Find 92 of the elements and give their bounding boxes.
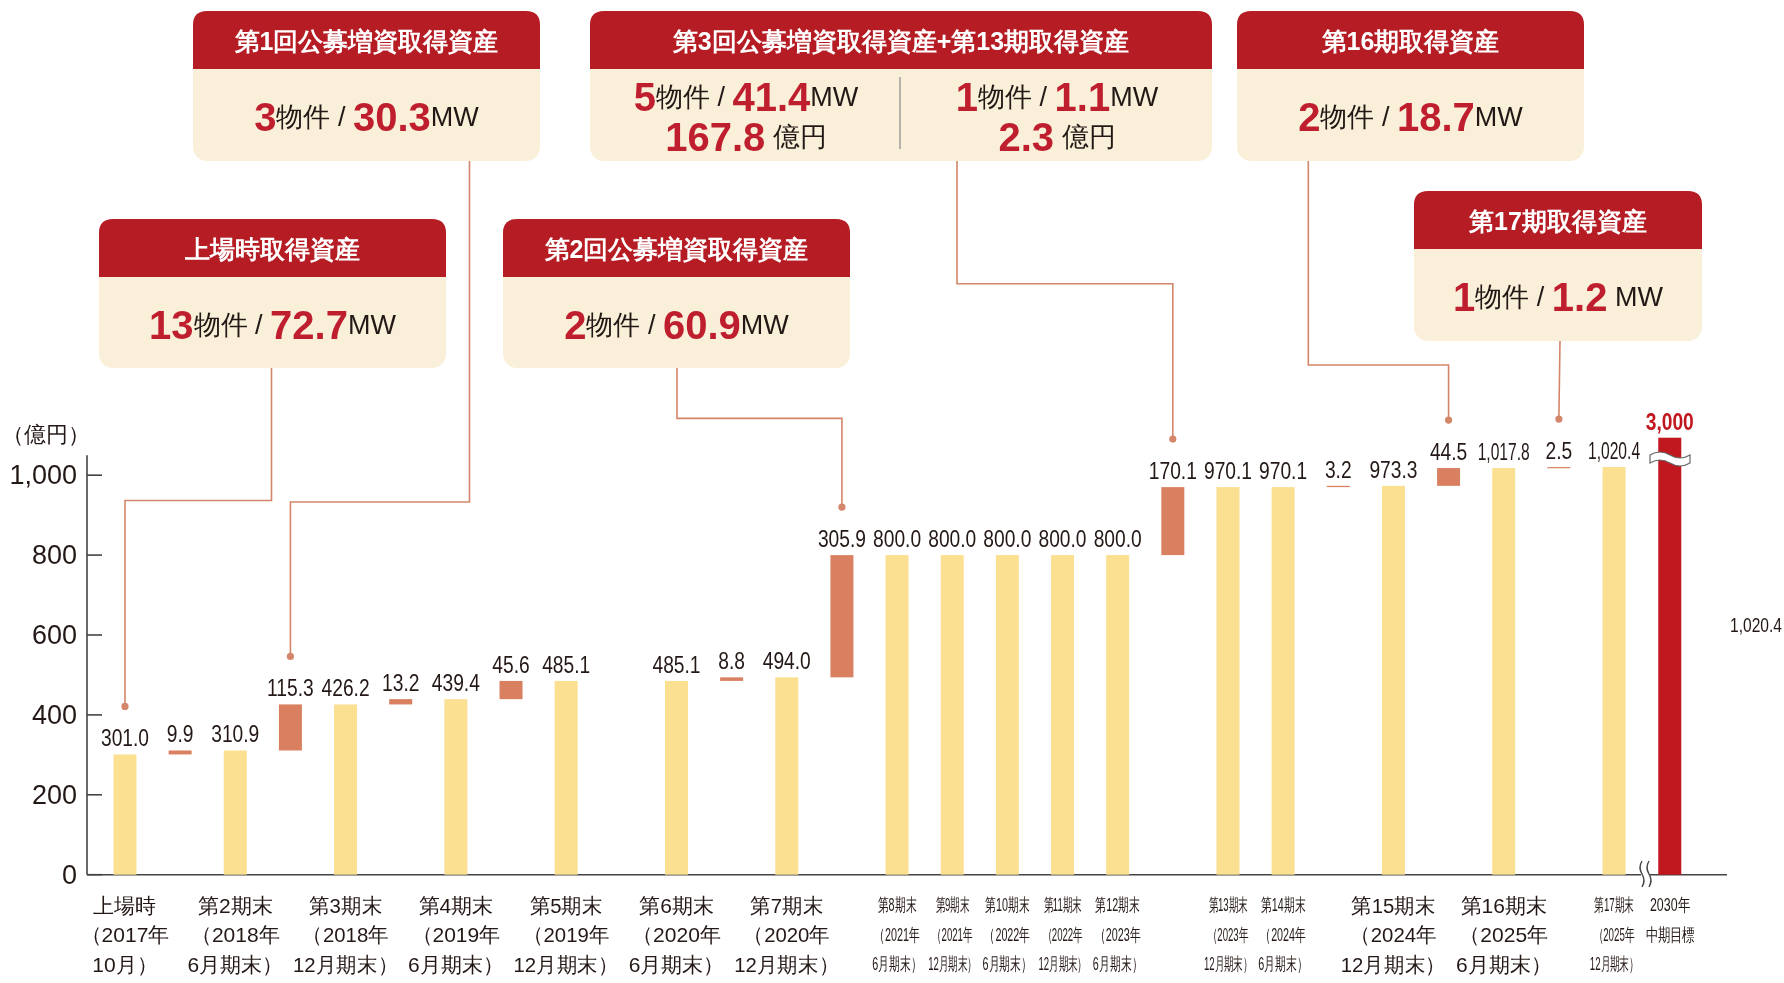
x-tick-label: 第9期末（2021年12月期末） [928, 895, 977, 974]
x-tick-label: 第4期末（2019年6月期末） [408, 893, 504, 976]
bar [664, 680, 688, 875]
y-tick-label: 0 [61, 859, 77, 890]
text: 第16期取得資産 [1320, 27, 1500, 55]
data-label: 439.4 [431, 669, 480, 697]
bar [168, 750, 192, 755]
bar [995, 555, 1019, 875]
bar [278, 704, 302, 751]
x-tick-label: 第6期末（2020年6月期末） [628, 893, 725, 976]
x-tick-label: 第8期末（2021年6月期末） [872, 895, 922, 974]
x-tick-label: 第12期末（2023年6月期末） [1092, 895, 1143, 974]
y-tick-label: 1,000 [9, 460, 77, 491]
x-tick-label: 第14期末（2024年6月期末） [1258, 895, 1308, 974]
bar [334, 704, 358, 875]
bar [1106, 555, 1130, 875]
y-axis-title: （億円） [2, 421, 90, 447]
bar [223, 750, 247, 875]
text: 1物件 / 1.1MW 2.3 億円 [955, 75, 1159, 159]
data-label: 800.0 [873, 524, 922, 553]
data-label: 301.0 [100, 724, 149, 752]
y-tick-label: 600 [31, 619, 77, 650]
data-label: 970.1 [1203, 457, 1252, 485]
data-label: 8.8 [718, 647, 745, 675]
data-label: 970.1 [1259, 457, 1308, 485]
bar [1216, 487, 1240, 875]
data-label: 3.2 [1324, 455, 1352, 484]
bar [775, 677, 799, 875]
x-tick-label: 第15期末（2024年12月期末） [1340, 893, 1447, 976]
bar [113, 754, 137, 875]
text: 1物件 / 1.2 MW [1453, 275, 1664, 319]
data-label: 800.0 [928, 524, 977, 553]
x-tick-label: 上場時（2017年10月） [80, 893, 170, 976]
text: 2物件 / 60.9MW [564, 302, 790, 347]
x-tick-label: 第5期末（2019年12月期末） [513, 893, 619, 976]
data-label: 170.1 [1148, 457, 1197, 485]
text: 第2回公募増資取得資産 [543, 235, 809, 263]
y-tick-label: 200 [31, 779, 77, 810]
bar [885, 555, 909, 875]
bar [1381, 485, 1405, 875]
data-label: 485.1 [652, 650, 701, 679]
data-label: 115.3 [267, 674, 314, 702]
bar [720, 677, 744, 681]
x-tick-label: 第17期末（2025年12月期末） [1589, 895, 1639, 974]
bar [1271, 487, 1295, 875]
data-label: 13.2 [382, 669, 420, 697]
data-label: 2.5 [1545, 436, 1573, 465]
bar [554, 680, 578, 875]
bar [1492, 468, 1516, 875]
data-label: 485.1 [542, 650, 591, 679]
data-label: 800.0 [983, 524, 1032, 553]
text: 第17期取得資産 [1468, 207, 1647, 235]
bar [1161, 487, 1185, 556]
bar [499, 680, 523, 700]
data-label: 305.9 [817, 525, 866, 553]
data-label: 3,000 [1645, 407, 1694, 436]
text: 上場時取得資産 [184, 235, 360, 263]
x-tick-label: 第3期末（2018年12月期末） [292, 893, 399, 976]
text: 2物件 / 18.7MW [1298, 95, 1524, 139]
data-label: 494.0 [762, 647, 811, 675]
bar [830, 555, 854, 678]
text: 第1回公募増資取得資産 [233, 27, 499, 55]
data-label: 800.0 [1038, 524, 1087, 553]
text: 第3回公募増資取得資産+第13期取得資産 [671, 27, 1130, 55]
bar [1437, 468, 1461, 486]
x-tick-label: 第10期末（2022年6月期末） [982, 895, 1033, 974]
bar [389, 699, 413, 705]
data-label: 44.5 [1429, 437, 1468, 466]
x-tick-label: 第16期末（2025年6月期末） [1455, 893, 1552, 976]
data-label: 9.9 [166, 720, 194, 749]
x-tick-label: 第11期末（2022年12月期末） [1038, 895, 1087, 974]
text: 5物件 / 41.4MW 167.8 億円 [633, 75, 859, 159]
data-label: 1,020.4 [1587, 437, 1641, 464]
bar [1051, 555, 1075, 875]
x-tick-label: 第2期末（2018年6月期末） [187, 893, 284, 976]
data-label: 973.3 [1369, 455, 1418, 484]
bar [1602, 467, 1626, 875]
text: 3物件 / 30.3MW [254, 95, 480, 139]
text: 1,020.4 [1730, 613, 1782, 637]
data-label: 310.9 [211, 720, 260, 749]
data-label: 45.6 [492, 650, 530, 679]
x-tick-label: 第7期末（2020年12月期末） [734, 893, 840, 976]
text: 13物件 / 72.7MW [149, 302, 397, 347]
y-tick-label: 800 [31, 540, 77, 571]
data-label: 426.2 [321, 674, 370, 702]
x-tick-label: 第13期末（2023年12月期末） [1203, 895, 1252, 974]
bar [444, 699, 468, 875]
bar [940, 555, 964, 875]
data-label: 800.0 [1093, 524, 1142, 553]
data-label: 1,017.8 [1477, 438, 1530, 465]
x-tick-label: 2030年中期目標 [1645, 895, 1694, 945]
y-tick-label: 400 [31, 699, 77, 730]
